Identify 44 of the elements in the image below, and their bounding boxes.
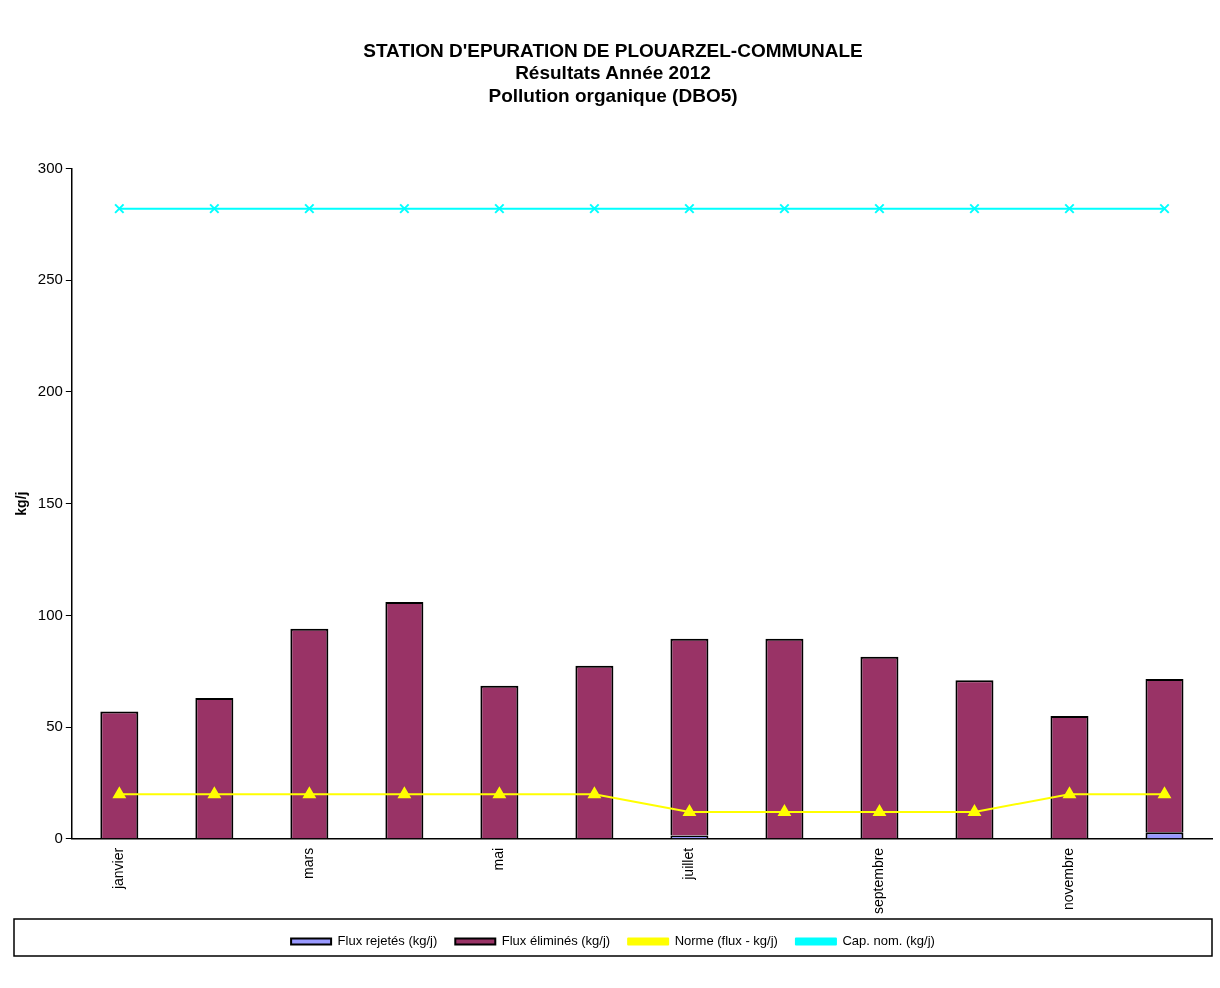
point xyxy=(1063,787,1076,799)
point xyxy=(684,203,695,214)
point xyxy=(303,787,316,799)
point xyxy=(494,203,505,214)
chart-title: STATION D'EPURATION DE PLOUARZEL-COMMUNALE xyxy=(363,39,863,61)
point xyxy=(399,203,410,214)
legend-label: Cap. nom. (kg/j) xyxy=(842,933,935,949)
point xyxy=(209,203,220,214)
point xyxy=(589,203,600,214)
point xyxy=(208,787,221,799)
point xyxy=(1158,787,1171,799)
point xyxy=(683,805,696,817)
point xyxy=(304,203,315,214)
y-axis-title: kg/j xyxy=(13,491,30,516)
point xyxy=(1159,203,1170,214)
point xyxy=(968,805,981,817)
x-tick-label: juillet xyxy=(680,847,697,881)
x-tick-label: mai xyxy=(490,847,507,871)
point xyxy=(1064,203,1075,214)
x-tick-label: janvier xyxy=(110,847,127,891)
point xyxy=(874,203,885,214)
y-tick-label: 300 xyxy=(37,158,63,176)
legend-label: Flux éliminés (kg/j) xyxy=(501,933,611,949)
point xyxy=(398,787,411,799)
point xyxy=(113,787,126,799)
x-tick-label: novembre xyxy=(1060,847,1077,911)
point xyxy=(778,805,791,817)
y-tick-label: 50 xyxy=(46,717,63,735)
legend-label: Norme (flux - kg/j) xyxy=(674,933,778,949)
x-tick-label: septembre xyxy=(870,847,887,915)
point xyxy=(873,805,886,817)
point xyxy=(114,203,125,214)
legend-label: Flux rejetés (kg/j) xyxy=(337,933,438,949)
y-tick-label: 100 xyxy=(37,605,63,623)
point xyxy=(969,203,980,214)
y-tick-label: 150 xyxy=(37,493,63,511)
point xyxy=(493,787,506,799)
y-tick-label: 0 xyxy=(54,829,63,846)
y-tick-label: 250 xyxy=(37,270,63,288)
chart-subtitle: Résultats Année 2012 Pollution organique (DBO5) xyxy=(488,62,738,107)
x-tick-label: mars xyxy=(300,847,317,879)
point xyxy=(779,203,790,214)
point xyxy=(588,787,601,799)
y-tick-label: 200 xyxy=(37,382,63,400)
